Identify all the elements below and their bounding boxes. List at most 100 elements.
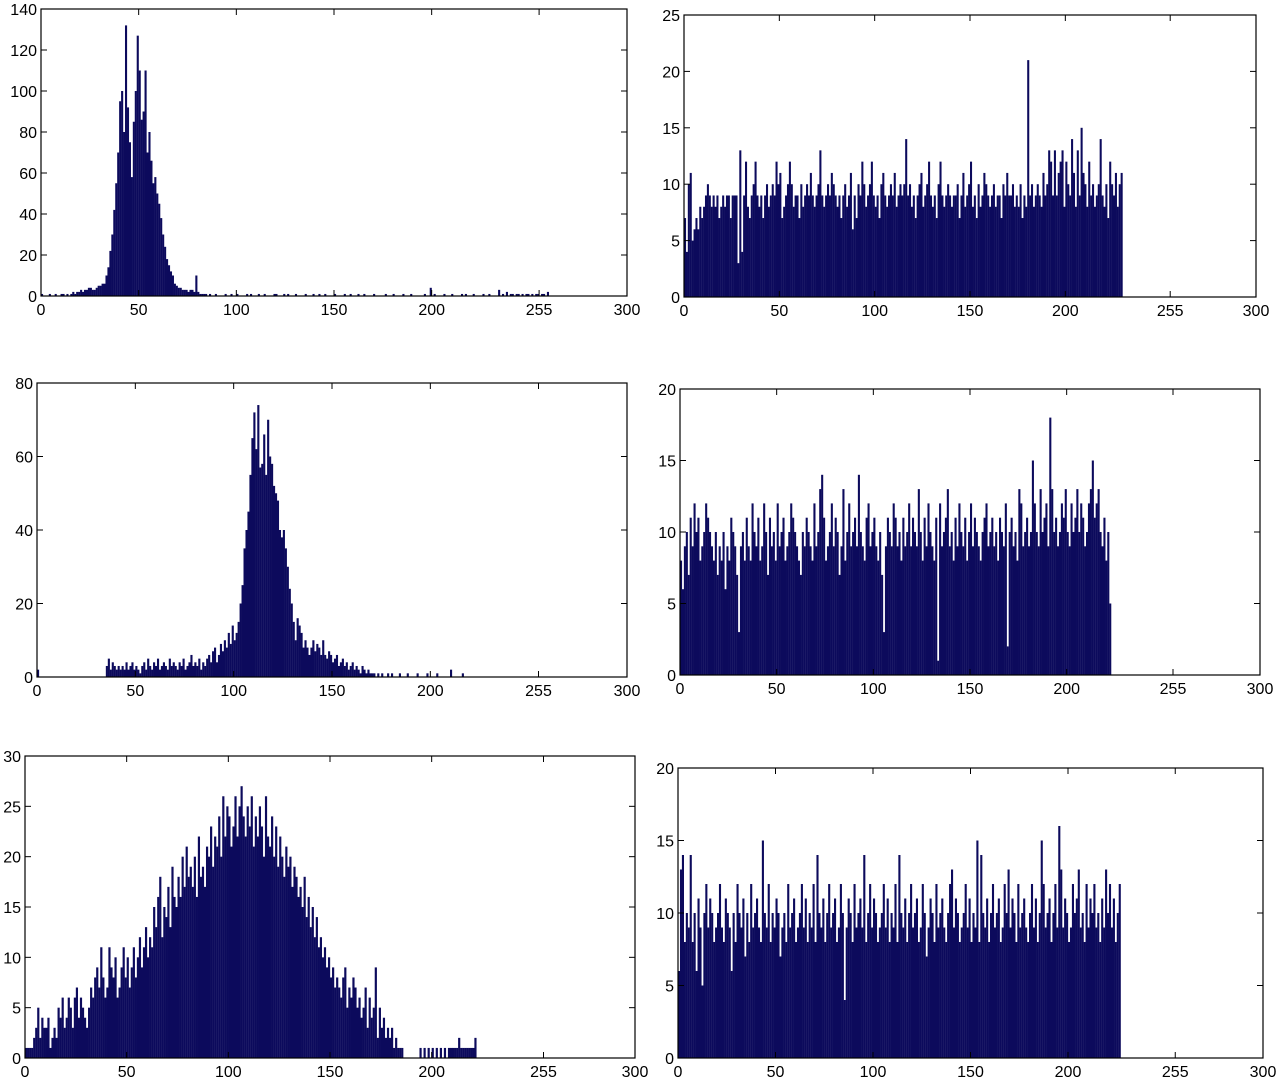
bar bbox=[985, 184, 988, 297]
bar bbox=[714, 532, 717, 675]
bar bbox=[739, 546, 743, 675]
bar bbox=[105, 665, 108, 677]
bar bbox=[352, 977, 355, 1058]
bar bbox=[97, 285, 100, 296]
y-tick-label: 5 bbox=[671, 234, 680, 251]
bar bbox=[784, 560, 787, 675]
bar bbox=[777, 913, 780, 1058]
bar bbox=[680, 560, 683, 675]
bar bbox=[37, 669, 40, 677]
bar bbox=[775, 898, 778, 1058]
bar bbox=[90, 987, 93, 1058]
bar bbox=[1042, 884, 1045, 1058]
bar bbox=[888, 532, 891, 675]
bar bbox=[701, 218, 704, 297]
bar bbox=[826, 913, 829, 1058]
bar bbox=[419, 1047, 422, 1058]
bar bbox=[865, 942, 868, 1058]
bar bbox=[947, 913, 950, 1058]
bar bbox=[111, 662, 114, 677]
bar bbox=[406, 673, 409, 677]
bar bbox=[1003, 884, 1006, 1058]
bar bbox=[925, 546, 928, 675]
bar bbox=[1071, 139, 1074, 297]
bar bbox=[737, 263, 740, 297]
bar bbox=[893, 172, 896, 297]
bar bbox=[921, 884, 924, 1058]
bar bbox=[1075, 898, 1078, 1058]
bar bbox=[200, 669, 203, 677]
bar bbox=[292, 621, 295, 678]
bar bbox=[925, 956, 928, 1058]
bar bbox=[889, 184, 892, 297]
bar bbox=[94, 977, 97, 1058]
bar bbox=[144, 70, 147, 296]
bar bbox=[884, 927, 887, 1058]
bar bbox=[317, 947, 320, 1058]
bar bbox=[1067, 184, 1070, 297]
bar bbox=[264, 796, 268, 1058]
bar bbox=[309, 927, 312, 1058]
bar bbox=[1023, 898, 1026, 1058]
x-tick-label: 100 bbox=[860, 1064, 887, 1081]
bar bbox=[1019, 184, 1022, 297]
bar bbox=[169, 271, 173, 296]
bar bbox=[939, 503, 942, 675]
bar bbox=[169, 927, 172, 1058]
bar bbox=[1010, 195, 1013, 297]
bar bbox=[933, 560, 936, 675]
bar bbox=[237, 621, 240, 678]
bar bbox=[287, 866, 290, 1058]
bar bbox=[33, 1037, 36, 1058]
bar bbox=[956, 184, 959, 297]
bar bbox=[801, 532, 804, 675]
bar bbox=[167, 886, 170, 1058]
bar bbox=[1013, 913, 1016, 1058]
bar bbox=[752, 184, 755, 297]
bar bbox=[1015, 195, 1018, 297]
bar bbox=[184, 669, 187, 677]
bar bbox=[177, 287, 180, 296]
bar bbox=[232, 826, 235, 1058]
bar bbox=[252, 846, 255, 1058]
bar bbox=[194, 662, 197, 677]
bar bbox=[146, 152, 149, 296]
bar bbox=[863, 855, 866, 1058]
bar bbox=[942, 532, 946, 675]
bar bbox=[291, 886, 294, 1058]
bar bbox=[214, 836, 217, 1058]
bar bbox=[1093, 517, 1096, 675]
bar bbox=[1017, 206, 1020, 297]
bar bbox=[927, 927, 930, 1058]
bar bbox=[357, 669, 360, 677]
bar bbox=[250, 796, 253, 1058]
bar bbox=[970, 942, 973, 1058]
bar bbox=[1066, 532, 1069, 675]
bar bbox=[286, 566, 289, 677]
bar bbox=[1116, 206, 1119, 297]
bar bbox=[966, 560, 969, 675]
bar bbox=[807, 195, 810, 297]
bar bbox=[1087, 503, 1091, 675]
bar bbox=[861, 927, 864, 1058]
bar bbox=[391, 1027, 394, 1058]
bar bbox=[757, 517, 760, 675]
bar bbox=[691, 240, 694, 297]
bar bbox=[989, 532, 992, 675]
bar bbox=[330, 654, 333, 677]
x-tick-label: 300 bbox=[1247, 681, 1274, 698]
bar bbox=[761, 546, 764, 675]
bar bbox=[244, 836, 247, 1058]
bar bbox=[795, 942, 798, 1058]
bar bbox=[773, 927, 776, 1058]
x-tick-label: 0 bbox=[680, 303, 689, 320]
bar bbox=[113, 209, 116, 296]
bar bbox=[351, 662, 354, 677]
bar bbox=[263, 293, 266, 296]
bar bbox=[124, 25, 128, 297]
bar bbox=[861, 161, 864, 297]
bar bbox=[464, 1047, 467, 1058]
bar bbox=[716, 574, 719, 675]
y-tick-label: 0 bbox=[665, 1051, 674, 1068]
bar bbox=[377, 673, 380, 677]
